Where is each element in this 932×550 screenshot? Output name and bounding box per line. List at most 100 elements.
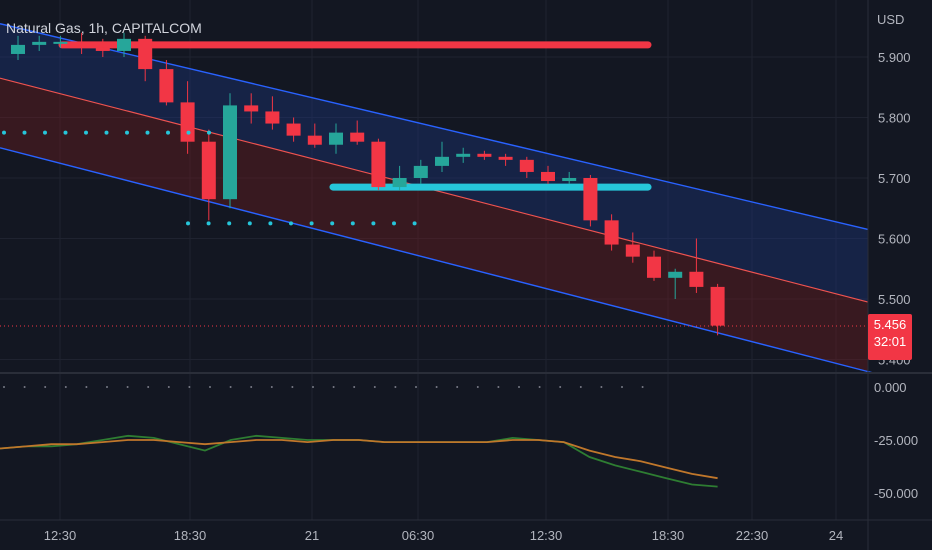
candle-body <box>498 156 513 160</box>
oscillator-axis-labels[interactable]: 0.000 -25.000 -50.000 <box>874 380 918 501</box>
dot-marker-lower <box>289 221 293 226</box>
dot-marker-upper <box>104 130 109 135</box>
candle-body <box>456 153 471 157</box>
candle-body <box>689 271 704 287</box>
candle-body <box>11 44 25 54</box>
candle-body <box>583 178 598 221</box>
zero-line-dot <box>600 386 603 388</box>
candle-body <box>541 171 555 182</box>
price-tick-label: 5.500 <box>878 292 911 307</box>
time-tick-label: 12:30 <box>44 528 77 543</box>
oscillator-pane <box>0 434 718 488</box>
time-tick-label: 18:30 <box>652 528 685 543</box>
time-tick-label: 22:30 <box>736 528 769 543</box>
time-tick-label: 06:30 <box>402 528 435 543</box>
dot-marker-upper <box>125 130 129 135</box>
time-axis-labels[interactable]: 12:30 18:30 21 06:30 12:30 18:30 22:30 24 <box>44 528 844 543</box>
candles <box>11 32 725 336</box>
chart-title[interactable]: Natural Gas, 1h, CAPITALCOM <box>6 20 202 36</box>
zero-line-dot <box>85 386 88 388</box>
candle-body <box>519 159 534 172</box>
zero-line-dot <box>394 386 397 388</box>
dot-marker-lower <box>206 221 211 226</box>
candle-body <box>625 244 640 257</box>
current-price-badge: 5.456 32:01 <box>868 314 912 360</box>
zero-line-dot <box>559 386 562 388</box>
candle-body <box>244 105 259 112</box>
candle-body <box>647 256 661 278</box>
time-tick-label: 18:30 <box>174 528 207 543</box>
dot-marker-lower <box>247 221 252 226</box>
zero-line-dot <box>641 386 644 388</box>
candle-body <box>180 102 195 142</box>
time-tick-label: 24 <box>829 528 843 543</box>
channel-upper-fill <box>0 23 868 303</box>
dot-marker-upper <box>207 130 211 135</box>
zero-line-dot <box>435 386 438 388</box>
zero-line-dot <box>23 386 26 388</box>
dot-marker-upper <box>2 130 6 135</box>
dot-marker-upper <box>186 130 191 135</box>
price-tick-label: 5.800 <box>878 111 911 126</box>
dot-marker-lower <box>330 221 335 226</box>
zero-line-dot <box>209 386 211 388</box>
zero-line-dot <box>373 386 376 388</box>
candle-body <box>604 220 619 245</box>
candle-body <box>710 286 725 326</box>
candle-body <box>668 271 683 278</box>
dot-markers <box>2 130 644 388</box>
candle-body <box>32 41 47 45</box>
price-tick-label: 5.900 <box>878 50 911 65</box>
zero-line-dot <box>353 386 356 388</box>
oscillator-tick-label: 0.000 <box>874 380 907 395</box>
zero-line-dot <box>312 386 314 388</box>
zero-line-dot <box>188 386 191 388</box>
candle-body <box>286 123 301 136</box>
candle-body <box>201 141 216 200</box>
dot-marker-lower <box>186 221 190 226</box>
candle-body <box>307 135 322 145</box>
dot-marker-lower <box>268 221 273 226</box>
zero-line-dot <box>538 386 541 388</box>
grid-lines <box>0 0 868 520</box>
currency-label[interactable]: USD <box>877 12 905 27</box>
zero-line-dot <box>167 386 170 388</box>
candle-body <box>371 141 386 188</box>
zero-line-dot <box>332 386 335 388</box>
time-tick-label: 12:30 <box>530 528 563 543</box>
dot-marker-upper <box>145 130 150 135</box>
oscillator-series-0 <box>0 434 718 488</box>
candle-body <box>117 38 131 51</box>
candle-body <box>350 132 365 142</box>
dot-marker-lower <box>350 221 355 226</box>
zero-line-dot <box>497 386 500 388</box>
dot-marker-upper <box>43 130 47 135</box>
zero-line-dot <box>229 386 232 388</box>
dot-marker-lower <box>227 221 232 226</box>
price-tick-label: 5.600 <box>878 232 911 247</box>
zero-line-dot <box>456 386 459 388</box>
zero-line-dot <box>270 386 273 388</box>
channel-lower-line <box>0 147 874 374</box>
candle-body <box>413 165 428 178</box>
price-tick-label: 5.700 <box>878 171 911 186</box>
zero-line-dot <box>64 386 67 388</box>
zero-line-dot <box>518 386 520 388</box>
dot-marker-upper <box>22 130 27 135</box>
dot-marker-upper <box>84 130 88 135</box>
zero-line-dot <box>126 386 129 388</box>
dot-marker-lower <box>371 221 376 226</box>
bar-countdown: 32:01 <box>873 334 907 349</box>
candle-body <box>223 105 237 200</box>
time-tick-label: 21 <box>305 528 319 543</box>
dot-marker-upper <box>166 130 170 135</box>
dot-marker-lower <box>309 221 314 226</box>
dot-marker-lower <box>392 221 396 226</box>
candle-body <box>265 111 280 124</box>
dot-marker-lower <box>412 221 417 226</box>
zero-line-dot <box>621 386 623 388</box>
candle-body <box>159 69 174 103</box>
zero-line-dot <box>579 386 582 388</box>
